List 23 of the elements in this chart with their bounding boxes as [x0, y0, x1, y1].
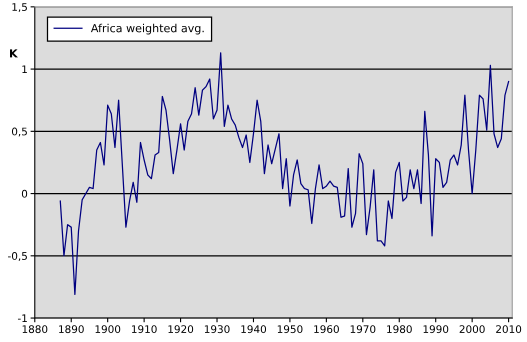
x-tick-label: 1960 — [314, 325, 339, 334]
x-tick-label: 1980 — [387, 325, 412, 334]
x-tick-label: 1890 — [59, 325, 84, 334]
line-series — [60, 52, 510, 296]
x-tick-label: 1930 — [204, 325, 230, 334]
y-tick-label: 0 — [22, 190, 28, 198]
legend-label: Africa weighted avg. — [90, 24, 204, 34]
y-tick-label: -1 — [18, 314, 27, 322]
x-tick-label: 1880 — [22, 325, 48, 334]
y-tick-label: 0,5 — [12, 128, 27, 136]
y-tick-label: 1,5 — [12, 3, 27, 12]
x-tick-label: 1970 — [350, 325, 376, 334]
y-axis-title: K — [10, 49, 18, 58]
x-tick-label: 1950 — [278, 325, 302, 334]
x-tick-label: 1990 — [424, 325, 448, 334]
x-tick-label: 1910 — [132, 325, 157, 334]
x-tick-label: 2000 — [460, 325, 485, 334]
x-tick-label: 1940 — [241, 325, 266, 334]
y-tick-label: -0,5 — [8, 252, 27, 261]
y-tick-label: 1 — [22, 65, 27, 74]
x-tick-label: 1900 — [96, 325, 120, 334]
x-tick-label: 2010 — [496, 325, 522, 334]
x-tick-label: 1920 — [168, 325, 194, 334]
